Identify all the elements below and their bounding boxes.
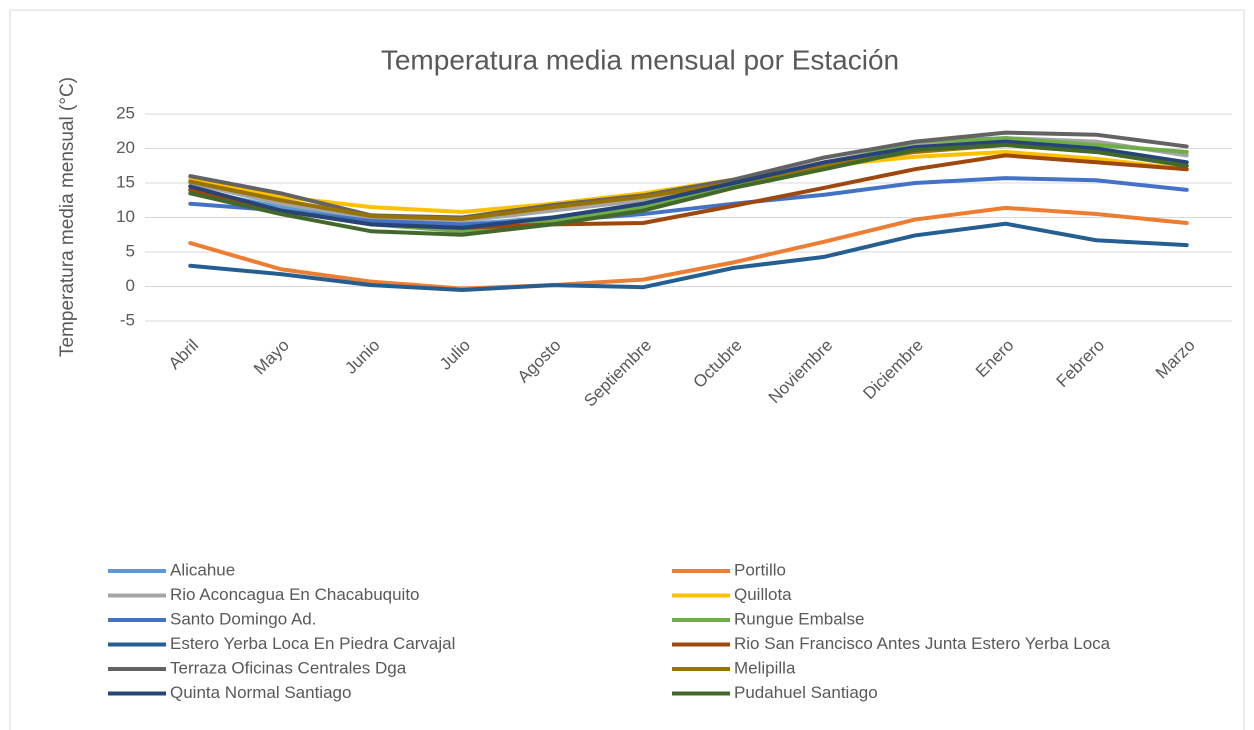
legend-label: Melipilla bbox=[734, 658, 796, 677]
legend-label: Estero Yerba Loca En Piedra Carvajal bbox=[170, 634, 455, 653]
chart-title: Temperatura media mensual por Estación bbox=[381, 44, 899, 75]
legend-label: Pudahuel Santiago bbox=[734, 683, 878, 702]
series-line bbox=[188, 221, 1189, 292]
y-tick-label: 0 bbox=[126, 276, 135, 295]
y-tick-label: 20 bbox=[116, 138, 135, 157]
y-tick-label: 25 bbox=[116, 103, 135, 122]
chart-border bbox=[9, 9, 1245, 730]
legend-label: Portillo bbox=[734, 560, 786, 579]
series-line bbox=[188, 205, 1189, 291]
y-tick-label: 5 bbox=[126, 241, 135, 260]
series-line bbox=[188, 139, 1189, 230]
y-axis-label: Temperatura media mensual (°C) bbox=[57, 77, 78, 357]
series-line bbox=[188, 176, 1189, 227]
y-tick-label: -5 bbox=[120, 310, 135, 329]
legend-label: Quillota bbox=[734, 585, 792, 604]
legend-label: Rio Aconcagua En Chacabuquito bbox=[170, 585, 420, 604]
y-tick-label: 10 bbox=[116, 207, 135, 226]
legend-label: Terraza Oficinas Centrales Dga bbox=[170, 658, 407, 677]
legend-label: Alicahue bbox=[170, 560, 235, 579]
y-tick-label: 15 bbox=[116, 172, 135, 191]
legend-label: Quinta Normal Santiago bbox=[170, 683, 351, 702]
legend-label: Rungue Embalse bbox=[734, 609, 864, 628]
series-line bbox=[188, 143, 1189, 237]
legend-label: Santo Domingo Ad. bbox=[170, 609, 316, 628]
legend-label: Rio San Francisco Antes Junta Estero Yer… bbox=[734, 634, 1111, 653]
